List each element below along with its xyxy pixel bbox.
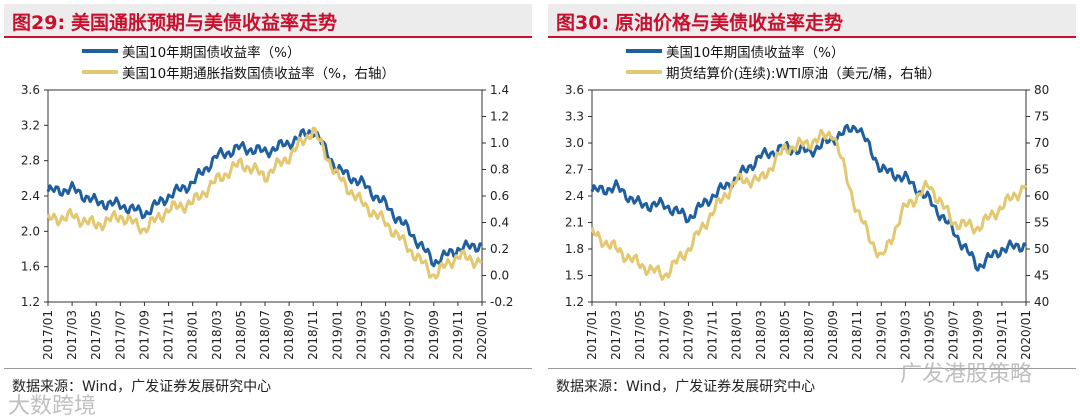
x-tick-label: 2020/01 <box>1019 310 1033 360</box>
figure-29: 图29:美国通胀预期与美债收益率走势 美国10年期国债收益率（%） 美国10年期… <box>4 0 532 416</box>
x-tick-label: 2017/09 <box>681 310 695 360</box>
x-tick-label: 2019/09 <box>427 310 441 360</box>
figure-30-source: 数据来源：Wind，广发证券发展研究中心 <box>556 376 815 396</box>
y-left-tick-label: 3.0 <box>565 136 584 150</box>
y-left-tick-label: 3.3 <box>565 110 584 124</box>
x-tick-label: 2018/07 <box>802 310 816 360</box>
x-tick-label: 2017/11 <box>162 310 176 360</box>
x-tick-label: 2020/01 <box>475 310 489 360</box>
x-tick-label: 2017/07 <box>113 310 127 360</box>
plot-frame <box>48 90 482 302</box>
y-right-tick-label: 65 <box>1034 163 1049 177</box>
x-tick-label: 2018/03 <box>754 310 768 360</box>
plot-frame <box>592 90 1026 302</box>
y-right-tick-label: 0.4 <box>490 216 509 230</box>
y-left-tick-label: 1.2 <box>565 295 584 309</box>
y-left-tick-label: 2.1 <box>565 216 584 230</box>
x-tick-label: 2018/05 <box>234 310 248 360</box>
y-left-tick-label: 1.5 <box>565 269 584 283</box>
y-right-tick-label: 0.6 <box>490 189 509 203</box>
x-tick-label: 2018/11 <box>306 310 320 360</box>
y-right-tick-label: 75 <box>1034 110 1049 124</box>
x-tick-label: 2018/05 <box>778 310 792 360</box>
x-tick-label: 2018/07 <box>258 310 272 360</box>
y-left-tick-label: 2.8 <box>21 154 40 168</box>
x-tick-label: 2019/05 <box>923 310 937 360</box>
y-right-tick-label: 0.2 <box>490 242 509 256</box>
y-right-tick-label: 60 <box>1034 189 1049 203</box>
figure-29-chart: 1.2 1.6 2.0 2.4 2.8 3.2 3.6 -0.2 0.0 0.2 0.4 0.6 0.8… <box>4 0 532 368</box>
watermark-bottom-right: 广发港股策略 <box>900 356 1032 388</box>
y-right-tick-label: 1.2 <box>490 110 509 124</box>
y-left-tick-label: 2.4 <box>21 189 40 203</box>
y-right-tick-label: 0.0 <box>490 269 509 283</box>
x-tick-label: 2017/11 <box>706 310 720 360</box>
series-line-blue <box>48 130 482 266</box>
figure-30: 图30:原油价格与美债收益率走势 美国10年期国债收益率（%） 期货结算价(连续… <box>548 0 1076 416</box>
figure-29-source-divider <box>4 368 532 369</box>
x-tick-label: 2017/09 <box>137 310 151 360</box>
y-left-tick-label: 1.2 <box>21 295 40 309</box>
figure-30-chart: 1.2 1.5 1.8 2.1 2.4 2.7 3.0 3.3 3.6 40 45 50 55 60 65 7… <box>548 0 1076 368</box>
x-tick-label: 2017/01 <box>585 310 599 360</box>
x-tick-label: 2018/09 <box>826 310 840 360</box>
y-left-tick-label: 2.0 <box>21 224 40 238</box>
y-right-tick-label: 80 <box>1034 83 1049 97</box>
x-tick-label: 2018/11 <box>850 310 864 360</box>
x-tick-label: 2019/01 <box>874 310 888 360</box>
x-tick-label: 2019/01 <box>330 310 344 360</box>
x-tick-label: 2019/03 <box>898 310 912 360</box>
y-right-tick-label: 1.0 <box>490 136 509 150</box>
x-tick-label: 2019/09 <box>971 310 985 360</box>
y-left-tick-label: 2.7 <box>565 163 584 177</box>
x-tick-label: 2019/07 <box>403 310 417 360</box>
y-left-tick-label: 3.6 <box>21 83 40 97</box>
y-left-tick-label: 2.4 <box>565 189 584 203</box>
x-tick-label: 2018/01 <box>730 310 744 360</box>
y-right-tick-label: -0.2 <box>490 295 513 309</box>
y-left-tick-label: 1.6 <box>21 260 40 274</box>
y-left-tick-label: 3.2 <box>21 118 40 132</box>
x-tick-label: 2017/07 <box>657 310 671 360</box>
x-tick-label: 2018/09 <box>282 310 296 360</box>
y-right-tick-label: 50 <box>1034 242 1049 256</box>
x-tick-label: 2019/11 <box>451 310 465 360</box>
y-right-tick-label: 45 <box>1034 269 1049 283</box>
x-tick-label: 2017/03 <box>609 310 623 360</box>
y-left-tick-label: 1.8 <box>565 242 584 256</box>
y-left-tick-label: 3.6 <box>565 83 584 97</box>
x-tick-label: 2018/01 <box>186 310 200 360</box>
x-tick-label: 2019/11 <box>995 310 1009 360</box>
y-right-tick-label: 0.8 <box>490 163 509 177</box>
x-tick-label: 2019/03 <box>354 310 368 360</box>
x-tick-label: 2017/05 <box>89 310 103 360</box>
y-right-tick-label: 55 <box>1034 216 1049 230</box>
watermark-bottom-left: 大数跨境 <box>8 388 96 420</box>
x-tick-label: 2017/03 <box>65 310 79 360</box>
x-tick-label: 2019/07 <box>947 310 961 360</box>
x-tick-label: 2018/03 <box>210 310 224 360</box>
x-tick-label: 2017/05 <box>633 310 647 360</box>
x-tick-label: 2017/01 <box>41 310 55 360</box>
x-tick-label: 2019/05 <box>379 310 393 360</box>
y-right-tick-label: 70 <box>1034 136 1049 150</box>
y-right-tick-label: 1.4 <box>490 83 509 97</box>
y-right-tick-label: 40 <box>1034 295 1049 309</box>
